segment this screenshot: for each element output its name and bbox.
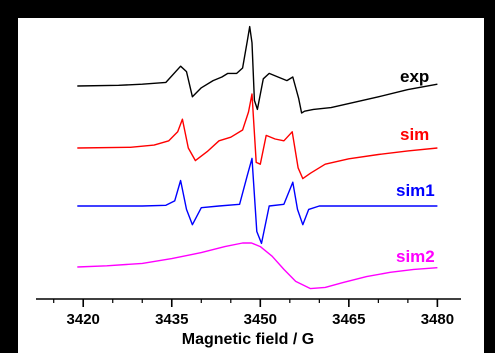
x-tick-label: 3420 bbox=[67, 311, 100, 328]
series-label-sim: sim bbox=[400, 125, 429, 144]
series-labels: exp sim sim1 sim2 bbox=[396, 67, 435, 266]
spectrum-traces bbox=[77, 25, 438, 290]
x-tick-label: 3435 bbox=[155, 311, 188, 328]
series-label-sim2: sim2 bbox=[396, 247, 435, 266]
plot-frame bbox=[18, 18, 484, 299]
trace-sim2 bbox=[77, 242, 438, 290]
x-tick-label: 3480 bbox=[421, 311, 454, 328]
x-axis-tick-labels: 3420 3435 3450 3465 3480 bbox=[67, 311, 455, 328]
x-axis-title: Magnetic field / G bbox=[182, 331, 314, 348]
x-axis-major-ticks bbox=[82, 299, 439, 307]
trace-sim bbox=[77, 93, 438, 180]
series-label-sim1: sim1 bbox=[396, 181, 435, 200]
x-tick-label: 3465 bbox=[332, 311, 365, 328]
bottom-margin bbox=[18, 299, 484, 353]
x-tick-label: 3450 bbox=[244, 311, 277, 328]
trace-exp bbox=[77, 25, 438, 114]
series-label-exp: exp bbox=[400, 67, 429, 86]
trace-sim1 bbox=[77, 157, 438, 245]
